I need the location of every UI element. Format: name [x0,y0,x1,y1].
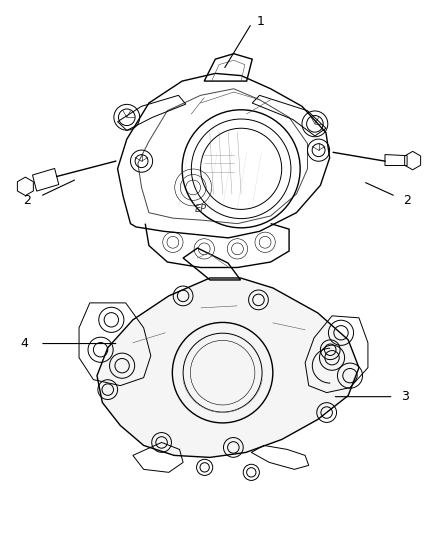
Text: 1: 1 [257,14,265,28]
Text: 2: 2 [23,194,31,207]
Text: 4: 4 [21,337,28,350]
Text: EP: EP [194,204,207,214]
Text: 2: 2 [403,194,411,207]
Polygon shape [97,278,359,457]
Text: 3: 3 [401,390,409,403]
